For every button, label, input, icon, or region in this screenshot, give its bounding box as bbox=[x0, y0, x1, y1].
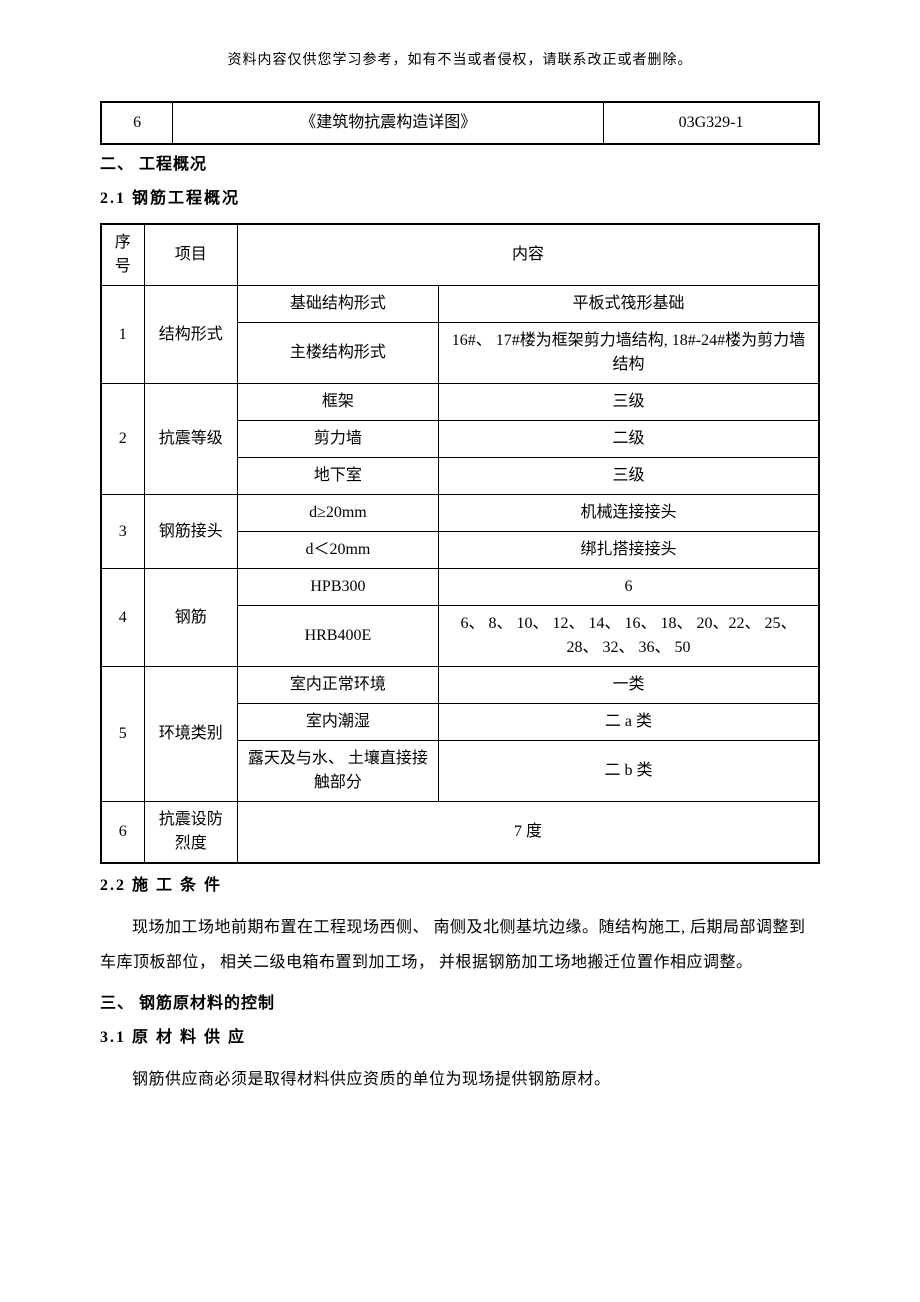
sub-cell: 露天及与水、 土壤直接接触部分 bbox=[237, 741, 438, 802]
th-item: 项目 bbox=[144, 224, 237, 286]
seq-cell: 3 bbox=[101, 495, 144, 569]
seq-cell: 2 bbox=[101, 384, 144, 495]
val-cell: 机械连接接头 bbox=[438, 495, 819, 532]
item-cell: 结构形式 bbox=[144, 286, 237, 384]
table-row: 5 环境类别 室内正常环境 一类 bbox=[101, 667, 819, 704]
top-table: 6 《建筑物抗震构造详图》 03G329-1 bbox=[100, 101, 820, 145]
table-row: 6 抗震设防烈度 7 度 bbox=[101, 802, 819, 864]
seq-cell: 4 bbox=[101, 569, 144, 667]
val-cell: 二级 bbox=[438, 421, 819, 458]
table-header-row: 序号 项目 内容 bbox=[101, 224, 819, 286]
item-cell: 钢筋接头 bbox=[144, 495, 237, 569]
val-cell: 6 bbox=[438, 569, 819, 606]
sub-cell: 室内潮湿 bbox=[237, 704, 438, 741]
table-row: 6 《建筑物抗震构造详图》 03G329-1 bbox=[101, 102, 819, 144]
val-cell: 三级 bbox=[438, 458, 819, 495]
sub-cell: 地下室 bbox=[237, 458, 438, 495]
sub-heading-22: 2.2 施 工 条 件 bbox=[100, 874, 820, 898]
overview-table: 序号 项目 内容 1 结构形式 基础结构形式 平板式筏形基础 主楼结构形式 16… bbox=[100, 223, 820, 864]
seq-cell: 6 bbox=[101, 802, 144, 864]
item-cell: 环境类别 bbox=[144, 667, 237, 802]
sub-cell: d＜20mm bbox=[237, 532, 438, 569]
val-cell: 7 度 bbox=[237, 802, 819, 864]
table-row: 3 钢筋接头 d≥20mm 机械连接接头 bbox=[101, 495, 819, 532]
sub-cell: HPB300 bbox=[237, 569, 438, 606]
body-text-31: 钢筋供应商必须是取得材料供应资质的单位为现场提供钢筋原材。 bbox=[100, 1062, 820, 1097]
val-cell: 平板式筏形基础 bbox=[438, 286, 819, 323]
val-cell: 一类 bbox=[438, 667, 819, 704]
item-cell: 钢筋 bbox=[144, 569, 237, 667]
sub-cell: 框架 bbox=[237, 384, 438, 421]
sub-cell: 室内正常环境 bbox=[237, 667, 438, 704]
item-cell: 抗震等级 bbox=[144, 384, 237, 495]
body-text-22: 现场加工场地前期布置在工程现场西侧、 南侧及北侧基坑边缘。随结构施工, 后期局部… bbox=[100, 910, 820, 980]
th-content: 内容 bbox=[237, 224, 819, 286]
sub-cell: 剪力墙 bbox=[237, 421, 438, 458]
table-row: 1 结构形式 基础结构形式 平板式筏形基础 bbox=[101, 286, 819, 323]
val-cell: 二 a 类 bbox=[438, 704, 819, 741]
th-seq: 序号 bbox=[101, 224, 144, 286]
sub-cell: HRB400E bbox=[237, 606, 438, 667]
val-cell: 三级 bbox=[438, 384, 819, 421]
val-cell: 16#、 17#楼为框架剪力墙结构, 18#-24#楼为剪力墙结构 bbox=[438, 323, 819, 384]
sub-heading-31: 3.1 原 材 料 供 应 bbox=[100, 1026, 820, 1050]
section-heading-3: 三、 钢筋原材料的控制 bbox=[100, 992, 820, 1016]
sub-cell: d≥20mm bbox=[237, 495, 438, 532]
section-heading-2: 二、 工程概况 bbox=[100, 153, 820, 177]
table-row: 4 钢筋 HPB300 6 bbox=[101, 569, 819, 606]
header-note: 资料内容仅供您学习参考，如有不当或者侵权，请联系改正或者删除。 bbox=[100, 50, 820, 71]
val-cell: 6、 8、 10、 12、 14、 16、 18、 20、22、 25、 28、… bbox=[438, 606, 819, 667]
seq-cell: 6 bbox=[101, 102, 173, 144]
seq-cell: 5 bbox=[101, 667, 144, 802]
title-cell: 《建筑物抗震构造详图》 bbox=[173, 102, 604, 144]
sub-cell: 主楼结构形式 bbox=[237, 323, 438, 384]
seq-cell: 1 bbox=[101, 286, 144, 384]
val-cell: 二 b 类 bbox=[438, 741, 819, 802]
item-cell: 抗震设防烈度 bbox=[144, 802, 237, 864]
sub-heading-21: 2.1 钢筋工程概况 bbox=[100, 187, 820, 211]
table-row: 2 抗震等级 框架 三级 bbox=[101, 384, 819, 421]
sub-cell: 基础结构形式 bbox=[237, 286, 438, 323]
val-cell: 绑扎搭接接头 bbox=[438, 532, 819, 569]
code-cell: 03G329-1 bbox=[604, 102, 819, 144]
